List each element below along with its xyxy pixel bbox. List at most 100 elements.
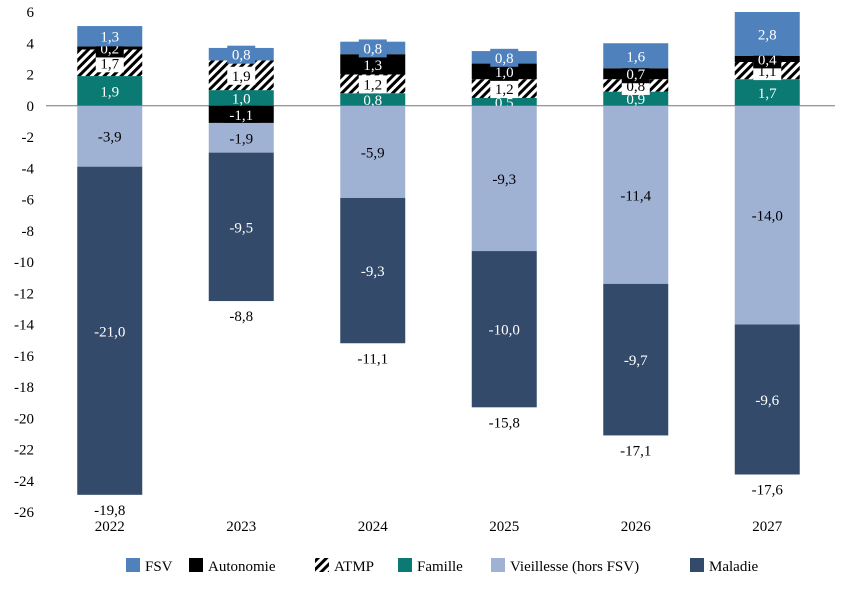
data-label: -5,9 xyxy=(361,145,385,161)
data-label: -3,9 xyxy=(98,130,122,146)
data-label-background xyxy=(95,82,124,101)
legend-label: Famille xyxy=(417,559,463,575)
total-label: -17,1 xyxy=(620,443,651,459)
bar-segment-maladie xyxy=(603,283,669,436)
data-label-background xyxy=(227,45,256,64)
bar-segment-maladie xyxy=(340,197,406,344)
y-tick-label: -6 xyxy=(22,193,35,209)
legend-label: ATMP xyxy=(334,559,374,575)
data-label: 1,3 xyxy=(100,30,119,46)
data-label: 1,6 xyxy=(626,49,645,65)
data-label: 1,7 xyxy=(100,56,119,72)
data-label-background xyxy=(358,75,387,94)
data-label: 0,7 xyxy=(626,67,645,83)
y-tick-label: 6 xyxy=(27,5,35,21)
legend-label: Maladie xyxy=(709,559,758,575)
data-label: -1,9 xyxy=(229,131,253,147)
data-label-background xyxy=(621,47,650,66)
bar-segment-vieillesse-hors-fsv- xyxy=(340,105,406,198)
y-tick-label: -14 xyxy=(14,318,34,334)
y-tick-label: -10 xyxy=(14,255,34,271)
data-label: -11,4 xyxy=(620,188,651,204)
legend-swatch xyxy=(398,558,412,572)
legend-swatch xyxy=(315,558,329,572)
y-tick-label: 4 xyxy=(27,36,35,52)
legend-label: Vieillesse (hors FSV) xyxy=(510,559,639,575)
data-label: -9,7 xyxy=(624,353,648,369)
bar-segment-vieillesse-hors-fsv- xyxy=(471,105,537,252)
data-label: 1,0 xyxy=(495,65,514,81)
x-tick-label: 2027 xyxy=(752,519,783,535)
data-label: -21,0 xyxy=(94,324,125,340)
data-label: 1,7 xyxy=(758,86,777,102)
y-tick-label: -22 xyxy=(14,443,34,459)
bar-segment-vieillesse-hors-fsv- xyxy=(208,122,274,153)
legend-label: Autonomie xyxy=(208,559,276,575)
total-label: -11,1 xyxy=(357,351,388,367)
data-label-background xyxy=(490,80,519,99)
legend-swatch xyxy=(491,558,505,572)
x-tick-label: 2023 xyxy=(226,519,256,535)
y-tick-label: -4 xyxy=(22,161,35,177)
bar-segment-vieillesse-hors-fsv- xyxy=(734,105,800,325)
data-label-background xyxy=(223,105,260,124)
x-tick-label: 2022 xyxy=(95,519,125,535)
x-tick-label: 2025 xyxy=(489,519,519,535)
data-label: 1,2 xyxy=(495,82,514,98)
y-tick-label: 2 xyxy=(27,68,35,84)
bar-segment-vieillesse-hors-fsv- xyxy=(603,105,669,284)
total-label: -19,8 xyxy=(94,503,125,519)
y-tick-label: 0 xyxy=(27,99,35,115)
total-label: -8,8 xyxy=(229,309,253,325)
data-label: 1,3 xyxy=(363,58,382,74)
bar-segment-maladie xyxy=(77,166,143,495)
legend-swatch xyxy=(189,558,203,572)
data-label: 1,9 xyxy=(232,69,251,85)
data-label: 0,9 xyxy=(626,92,645,108)
data-label-background xyxy=(490,62,519,81)
data-label-background xyxy=(358,55,387,74)
y-tick-label: -16 xyxy=(14,349,34,365)
data-label-background xyxy=(621,65,650,84)
data-label: 0,8 xyxy=(495,51,514,67)
data-label: -9,6 xyxy=(755,393,779,409)
legend-label: FSV xyxy=(145,559,173,575)
bar-segment-vieillesse-hors-fsv- xyxy=(77,105,143,167)
y-tick-label: -18 xyxy=(14,380,34,396)
legend-swatch xyxy=(126,558,140,572)
data-label: 0,8 xyxy=(363,93,382,109)
bar-segment-maladie xyxy=(734,324,800,475)
bar-segment-maladie xyxy=(471,251,537,408)
data-label-background xyxy=(753,25,782,44)
x-tick-label: 2024 xyxy=(358,519,389,535)
data-label-background xyxy=(227,89,256,108)
x-tick-label: 2026 xyxy=(621,519,652,535)
y-tick-label: -20 xyxy=(14,411,34,427)
data-label: -9,3 xyxy=(492,172,516,188)
data-label: -10,0 xyxy=(489,323,520,339)
data-label: 0,4 xyxy=(758,52,777,68)
y-tick-label: -26 xyxy=(14,505,34,521)
total-label: -15,8 xyxy=(489,415,520,431)
data-label-background xyxy=(95,54,124,73)
data-label-background xyxy=(753,83,782,102)
data-label: 1,9 xyxy=(100,84,119,100)
data-label-background xyxy=(358,39,387,58)
data-label-background xyxy=(227,66,256,85)
bar-group-2023: 1,0 1,9 -1,1 0,8 -1,9 -9,5 -8,8 2023 xyxy=(208,45,274,535)
total-label: -17,6 xyxy=(752,483,784,499)
data-label: 1,0 xyxy=(232,91,251,107)
data-label: -9,3 xyxy=(361,264,385,280)
data-label: 0,8 xyxy=(232,48,251,64)
data-label-background xyxy=(95,27,124,46)
data-label: 2,8 xyxy=(758,27,777,43)
data-label: 0,8 xyxy=(363,41,382,57)
y-tick-label: -2 xyxy=(22,130,35,146)
y-tick-label: -24 xyxy=(14,474,34,490)
bar-segment-maladie xyxy=(208,152,274,302)
